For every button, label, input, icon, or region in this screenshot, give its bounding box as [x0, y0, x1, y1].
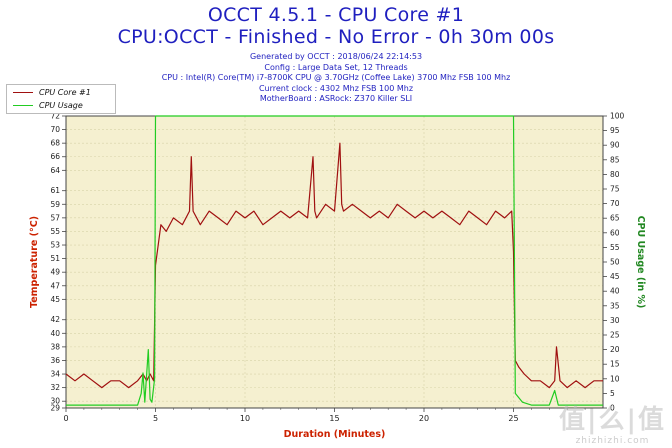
tick-label-y-left: 38 — [50, 342, 60, 351]
tick-label-y-right: 70 — [610, 199, 620, 208]
info-motherboard: MotherBoard : ASRock: Z370 Killer SLI — [259, 94, 413, 104]
legend-label-usage: CPU Usage — [39, 101, 83, 110]
tick-label-y-right: 80 — [610, 170, 620, 179]
tick-label-y-left: 64 — [50, 166, 60, 175]
tick-label-y-right: 10 — [610, 374, 620, 383]
legend-swatch-core — [13, 92, 33, 93]
tick-label-y-left: 42 — [50, 315, 60, 324]
watermark-logo: 值|么|值 — [559, 405, 666, 435]
tick-label-y-right: 65 — [610, 214, 620, 223]
info-generated: Generated by OCCT : 2018/06/24 22:14:53 — [249, 52, 423, 61]
chart-title: OCCT 4.5.1 - CPU Core #1 — [207, 4, 465, 26]
tick-label-y-left: 66 — [50, 152, 60, 161]
info-config: Config : Large Data Set, 12 Threads — [264, 62, 408, 72]
tick-label-y-right: 90 — [610, 141, 620, 150]
tick-label-y-left: 53 — [50, 241, 60, 250]
watermark-url: zhizhizhi.com — [575, 436, 650, 446]
tick-label-y-right: 30 — [610, 316, 620, 325]
tick-label-y-right: 50 — [610, 258, 620, 267]
legend: CPU Core #1 CPU Usage — [6, 84, 116, 114]
tick-label-y-left: 68 — [50, 139, 60, 148]
info-current-clock: Current clock : 4302 Mhz FSB 100 Mhz — [258, 83, 414, 93]
tick-label-y-left: 55 — [50, 227, 60, 236]
tick-label-y-right: 100 — [610, 112, 625, 121]
tick-label-y-left: 57 — [50, 213, 60, 222]
tick-label-y-right: 45 — [610, 272, 620, 281]
tick-label-y-right: 5 — [610, 389, 615, 398]
tick-label-y-left: 40 — [50, 329, 60, 338]
tick-label-y-left: 36 — [50, 356, 60, 365]
tick-label-y-left: 34 — [50, 370, 60, 379]
tick-label-y-left: 29 — [50, 404, 60, 413]
tick-label-x: 15 — [329, 414, 339, 423]
tick-label-y-right: 25 — [610, 331, 620, 340]
chart-subtitle: CPU:OCCT - Finished - No Error - 0h 30m … — [117, 26, 555, 48]
tick-label-y-right: 60 — [610, 228, 620, 237]
tick-label-y-left: 47 — [50, 281, 60, 290]
tick-label-y-left: 45 — [50, 295, 60, 304]
tick-label-x: 10 — [240, 414, 250, 423]
tick-label-x: 5 — [153, 414, 158, 423]
tick-label-y-right: 20 — [610, 345, 620, 354]
tick-label-x: 25 — [508, 414, 518, 423]
y-axis-label-left: Temperature (°C) — [29, 216, 40, 308]
tick-label-x: 20 — [419, 414, 429, 423]
tick-label-y-right: 35 — [610, 301, 620, 310]
tick-label-y-left: 59 — [50, 200, 60, 209]
tick-label-y-left: 51 — [50, 254, 60, 263]
legend-label-core: CPU Core #1 — [39, 88, 91, 97]
tick-label-y-left: 61 — [50, 186, 60, 195]
legend-swatch-usage — [13, 105, 33, 106]
tick-label-y-right: 15 — [610, 360, 620, 369]
tick-label-y-left: 72 — [50, 112, 60, 121]
tick-label-y-right: 75 — [610, 185, 620, 194]
tick-label-y-left: 49 — [50, 268, 60, 277]
info-cpu: CPU : Intel(R) Core(TM) i7-8700K CPU @ 3… — [161, 73, 511, 83]
y-axis-label-right: CPU Usage (in %) — [635, 216, 646, 309]
tick-label-y-right: 0 — [610, 404, 615, 413]
tick-label-y-right: 95 — [610, 126, 620, 135]
watermark: 值|么|值 zhizhizhi.com — [559, 399, 666, 446]
tick-label-x: 0 — [63, 414, 68, 423]
tick-label-y-right: 40 — [610, 287, 620, 296]
legend-item-usage: CPU Usage — [13, 100, 83, 112]
tick-label-y-right: 85 — [610, 155, 620, 164]
series-line-cpu-usage — [66, 115, 603, 406]
tick-label-y-left: 70 — [50, 125, 60, 134]
tick-label-y-left: 30 — [50, 397, 60, 406]
tick-label-y-left: 32 — [50, 383, 60, 392]
legend-item-core: CPU Core #1 — [13, 87, 91, 99]
x-axis-label: Duration (Minutes) — [284, 429, 386, 440]
tick-label-y-right: 55 — [610, 243, 620, 252]
